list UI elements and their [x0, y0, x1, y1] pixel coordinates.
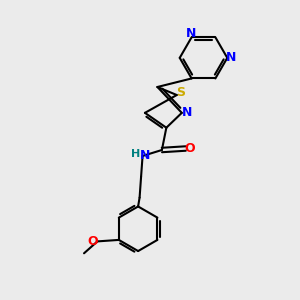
Text: N: N — [226, 51, 237, 64]
Text: N: N — [140, 149, 151, 162]
Text: O: O — [185, 142, 195, 155]
Text: N: N — [186, 27, 196, 40]
Text: H: H — [131, 149, 141, 160]
Text: S: S — [176, 86, 185, 99]
Text: O: O — [88, 235, 98, 248]
Text: N: N — [182, 106, 192, 119]
